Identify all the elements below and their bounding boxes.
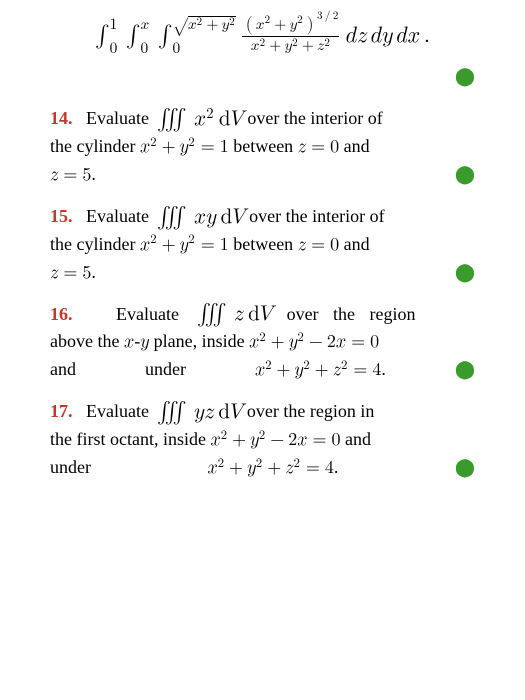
end-dot-icon: ⬤ (50, 63, 475, 91)
text: and (345, 429, 371, 449)
text: over the region in (247, 401, 374, 421)
text: and (344, 136, 370, 156)
problem-17: 17. Evaluate ∭yzdV over the region in th… (50, 398, 475, 482)
problem-lastline: and under x2+y2+z2=4. ⬤ (50, 356, 475, 384)
lead-word: Evaluate (86, 401, 149, 421)
text: the cylinder (50, 136, 135, 156)
text: under (50, 457, 91, 477)
text: over the interior of (247, 108, 382, 128)
problem-body: the first octant, inside x2+y2−2x=0 and (50, 426, 475, 454)
problem-lastline: z=5. ⬤ (50, 259, 475, 287)
text: the first octant, inside (50, 429, 206, 449)
problem-number: 15. (50, 206, 73, 226)
text: plane, inside (154, 331, 245, 351)
text: and under (50, 359, 186, 379)
problem-body: above the x-y plane, inside x2+y2−2x=0 (50, 328, 475, 356)
text: the cylinder (50, 234, 135, 254)
end-dot-icon: ⬤ (455, 262, 475, 282)
problem-14: 14. Evaluate ∭x2dV over the interior of … (50, 105, 475, 189)
text: and (344, 234, 370, 254)
problem-body: the cylinder x2+y2=1 between z=0 and (50, 133, 475, 161)
end-dot-icon: ⬤ (455, 457, 475, 477)
text: over the region (287, 304, 416, 324)
lead-word: Evaluate (86, 206, 149, 226)
text: between (233, 136, 293, 156)
end-dot-icon: ⬤ (455, 164, 475, 184)
problem-lastline: z=5. ⬤ (50, 161, 475, 189)
text: over the interior of (249, 206, 384, 226)
problem-body: the cylinder x2+y2=1 between z=0 and (50, 231, 475, 259)
text: above the (50, 331, 119, 351)
problem-15: 15. Evaluate ∭xydV over the interior of … (50, 203, 475, 287)
lead-word: Evaluate (86, 108, 149, 128)
problem-16: 16. Evaluate ∭zdV over the region above … (50, 301, 475, 385)
problem-number: 17. (50, 401, 73, 421)
end-dot-icon: ⬤ (455, 359, 475, 379)
problem-lastline: under x2+y2+z2=4. ⬤ (50, 454, 475, 482)
lead-word: Evaluate (116, 304, 179, 324)
problem-number: 14. (50, 108, 73, 128)
text: between (233, 234, 293, 254)
top-integral-display: ∫01 ∫0x ∫0x2+y2 (x2+y2)3/2 x2+y2+z2 dzdy… (50, 10, 475, 53)
problem-number: 16. (50, 304, 73, 324)
page: ∫01 ∫0x ∫0x2+y2 (x2+y2)3/2 x2+y2+z2 dzdy… (0, 0, 525, 502)
